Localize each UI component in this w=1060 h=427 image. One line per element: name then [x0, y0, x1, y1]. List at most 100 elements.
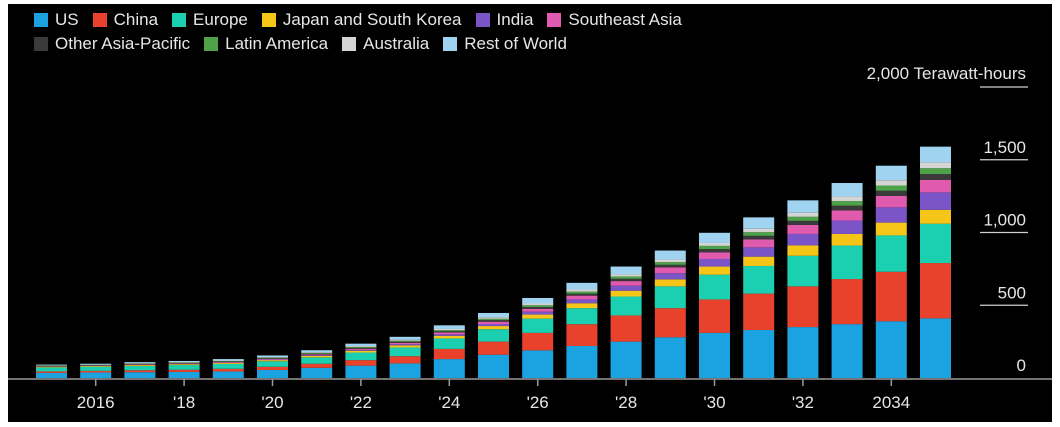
- bar-segment: [478, 326, 509, 330]
- bar-segment: [389, 344, 421, 346]
- bar-segment: [787, 255, 819, 287]
- bar-segment: [787, 220, 819, 225]
- bar-segment: [345, 348, 377, 350]
- bar-segment: [389, 342, 421, 345]
- legend-row-2: Other Asia-Pacific Latin America Australia…: [34, 34, 581, 54]
- bar-segment: [787, 224, 819, 234]
- bar-segment: [743, 235, 775, 240]
- bar-segment: [257, 355, 288, 358]
- bar-segment: [345, 347, 377, 348]
- legend-swatch: [172, 13, 187, 27]
- bar-segment: [654, 308, 686, 338]
- bar-segment: [699, 242, 730, 246]
- bar-segment: [831, 196, 863, 202]
- bar-segment: [212, 362, 244, 364]
- bar-segment: [433, 330, 465, 332]
- bar-segment: [787, 216, 819, 221]
- bar-segment: [875, 207, 907, 223]
- bar-segment: [433, 338, 465, 349]
- bar-segment: [124, 372, 156, 378]
- bar-segment: [875, 165, 907, 181]
- bar-segment: [654, 264, 686, 268]
- bar-segment: [345, 352, 377, 361]
- bar-segment: [301, 357, 333, 364]
- legend-row-1: US China Europe Japan and South Korea India S…: [34, 10, 696, 30]
- bar-segment: [301, 367, 333, 378]
- bar-segment: [257, 357, 288, 358]
- bar-segment: [168, 369, 200, 372]
- bar-segment: [699, 232, 730, 243]
- bar-segment: [212, 363, 244, 369]
- bar-segment: [831, 324, 863, 378]
- legend-item: Rest of World: [443, 34, 567, 54]
- bar-segment: [699, 266, 730, 275]
- legend-item: Southeast Asia: [547, 10, 682, 30]
- legend-swatch: [261, 13, 276, 27]
- bar-segment: [522, 318, 554, 333]
- legend-swatch: [34, 13, 48, 27]
- bar-segment: [875, 195, 907, 208]
- bar-segment: [610, 285, 642, 291]
- bar-segment: [699, 274, 730, 300]
- bar-segment: [478, 329, 509, 342]
- bar-segment: [80, 366, 112, 371]
- y-axis-unit-label: 2,000 Terawatt-hours: [866, 64, 1026, 83]
- bar-segment: [522, 311, 554, 315]
- bar-segment: [212, 361, 244, 363]
- bar-segment: [566, 293, 598, 296]
- bar-segment: [257, 357, 288, 359]
- bar-segment: [743, 329, 775, 378]
- x-tick-label: 2016: [77, 393, 115, 412]
- bar-segment: [478, 324, 509, 327]
- bar-segment: [566, 295, 598, 300]
- bar-segment: [566, 299, 598, 304]
- bar-segment: [699, 299, 730, 333]
- bar-segment: [875, 321, 907, 378]
- y-tick-label: 500: [998, 283, 1026, 302]
- bar-segment: [875, 180, 907, 186]
- bar-segment: [168, 371, 200, 378]
- bar-segment: [36, 367, 67, 372]
- bar-segment: [743, 228, 775, 233]
- legend-item: Other Asia-Pacific: [34, 34, 190, 54]
- y-tick-label: 1,500: [983, 138, 1026, 157]
- bar-segment: [831, 205, 863, 211]
- bar-segment: [36, 372, 67, 378]
- legend-label: India: [496, 10, 534, 29]
- bar-segment: [168, 364, 200, 366]
- bar-segment: [80, 363, 112, 365]
- bar-segment: [875, 271, 907, 322]
- legend-label: US: [55, 10, 79, 29]
- x-tick-label: '26: [527, 393, 549, 412]
- legend-label: Latin America: [225, 34, 329, 53]
- x-tick-label: 2034: [872, 393, 910, 412]
- bar-segment: [257, 358, 288, 360]
- bar-segment: [610, 315, 642, 342]
- legend-label: China: [113, 10, 159, 29]
- bar-segment: [478, 320, 509, 322]
- x-tick-label: '20: [261, 393, 283, 412]
- bar-segment: [389, 356, 421, 364]
- bar-segment: [478, 318, 509, 321]
- bar-segment: [80, 365, 112, 367]
- bar-segment: [36, 364, 67, 366]
- bar-segment: [345, 360, 377, 366]
- bar-segment: [654, 262, 686, 265]
- y-tick-label: 0: [1017, 356, 1026, 375]
- legend-swatch: [475, 13, 490, 27]
- bar-segment: [522, 297, 554, 304]
- bar-segment: [654, 250, 686, 260]
- bar-segment: [831, 183, 863, 197]
- bar-segment: [920, 179, 951, 193]
- bar-segment: [301, 363, 333, 368]
- bar-segment: [212, 368, 244, 372]
- bar-segment: [920, 146, 951, 163]
- bar-segment: [124, 365, 156, 371]
- legend-swatch: [443, 37, 458, 51]
- bar-segment: [566, 289, 598, 292]
- legend-label: Southeast Asia: [568, 10, 682, 29]
- legend-swatch: [342, 37, 357, 51]
- bar-segment: [345, 365, 377, 378]
- legend-item: Australia: [342, 34, 429, 54]
- bar-segment: [654, 267, 686, 274]
